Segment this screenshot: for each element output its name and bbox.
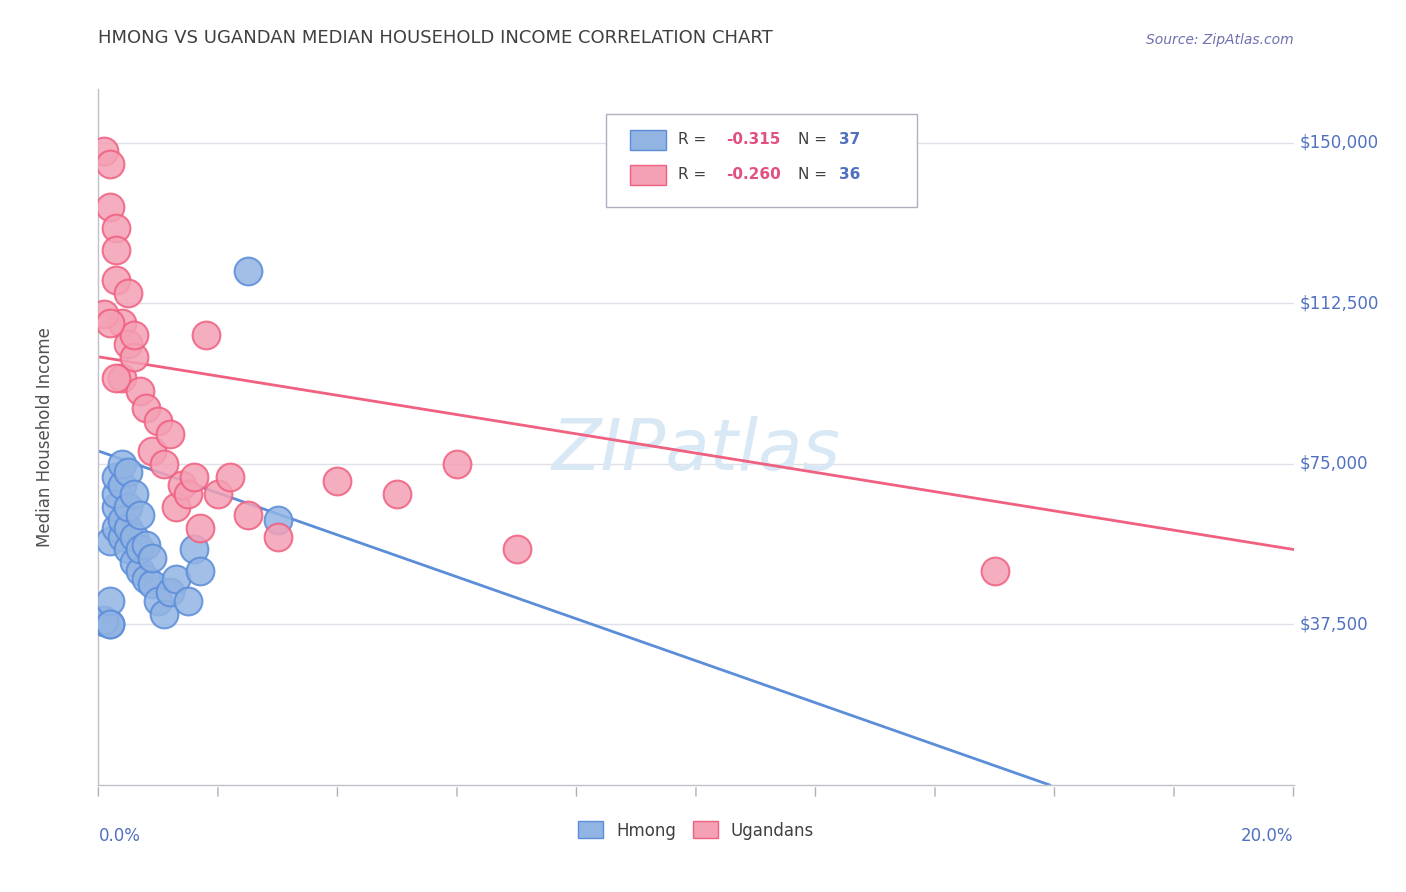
Point (506, 542, 529, 557)
Point (177, 594, 200, 608)
Point (148, 414, 170, 428)
Point (188, 521, 211, 535)
Point (984, 564, 1007, 578)
Point (98, 316, 122, 330)
Point (236, 508, 259, 523)
Point (267, 512, 290, 526)
Point (195, 328, 218, 343)
Text: N =: N = (797, 133, 831, 147)
Text: $112,500: $112,500 (1299, 294, 1379, 312)
Point (141, 576, 163, 591)
Point (111, 371, 134, 385)
Text: 37: 37 (839, 133, 860, 147)
FancyBboxPatch shape (630, 130, 666, 150)
Point (111, 478, 134, 492)
Point (124, 530, 146, 544)
Text: HMONG VS UGANDAN MEDIAN HOUSEHOLD INCOME CORRELATION CHART: HMONG VS UGANDAN MEDIAN HOUSEHOLD INCOME… (98, 29, 773, 47)
Text: N =: N = (797, 168, 831, 182)
Point (105, 487, 128, 501)
Point (135, 573, 157, 587)
Point (135, 401, 157, 416)
Point (141, 551, 163, 566)
Point (129, 508, 152, 523)
Point (93, 307, 115, 321)
Point (117, 285, 139, 300)
Point (105, 221, 128, 235)
Point (177, 487, 200, 501)
Point (183, 542, 205, 557)
Point (129, 564, 152, 578)
Point (165, 573, 187, 587)
Point (188, 564, 211, 578)
Text: Source: ZipAtlas.com: Source: ZipAtlas.com (1146, 34, 1294, 47)
FancyBboxPatch shape (606, 113, 917, 208)
Point (93, 613, 115, 627)
Point (135, 538, 157, 552)
Text: $37,500: $37,500 (1299, 615, 1368, 633)
Point (105, 521, 128, 535)
Point (98, 533, 122, 548)
Point (105, 469, 128, 483)
Point (159, 585, 181, 599)
Text: ZIPatlas: ZIPatlas (551, 417, 841, 485)
Point (98, 594, 122, 608)
Point (98, 617, 122, 632)
Point (117, 542, 139, 557)
FancyBboxPatch shape (630, 165, 666, 185)
Text: Median Household Income: Median Household Income (35, 327, 53, 547)
Point (124, 350, 146, 364)
Point (236, 264, 259, 278)
Point (93, 145, 115, 159)
Text: R =: R = (678, 168, 711, 182)
Point (117, 466, 139, 480)
Point (111, 457, 134, 471)
Text: R =: R = (678, 133, 711, 147)
Point (105, 243, 128, 257)
Point (172, 478, 194, 492)
Point (98, 200, 122, 214)
Point (153, 457, 176, 471)
Text: 20.0%: 20.0% (1241, 827, 1294, 845)
Point (111, 512, 134, 526)
Point (141, 444, 163, 458)
Point (124, 555, 146, 569)
Text: -0.260: -0.260 (725, 168, 780, 182)
Point (93, 615, 115, 630)
Point (111, 530, 134, 544)
Point (148, 594, 170, 608)
Point (446, 457, 468, 471)
Point (111, 316, 134, 330)
Point (105, 371, 128, 385)
Point (105, 500, 128, 514)
Point (219, 469, 242, 483)
Point (129, 542, 152, 557)
Text: -0.315: -0.315 (725, 133, 780, 147)
Point (129, 384, 152, 398)
Point (385, 487, 409, 501)
Point (124, 328, 146, 343)
Point (165, 500, 187, 514)
Legend: Hmong, Ugandans: Hmong, Ugandans (571, 814, 821, 847)
Text: $150,000: $150,000 (1299, 134, 1379, 152)
Point (267, 530, 290, 544)
Point (159, 426, 181, 441)
Point (153, 607, 176, 621)
Point (98, 157, 122, 171)
Text: 0.0%: 0.0% (98, 827, 141, 845)
Point (326, 474, 349, 488)
Point (124, 487, 146, 501)
Point (105, 273, 128, 287)
Text: 36: 36 (839, 168, 860, 182)
Point (207, 487, 229, 501)
Text: $75,000: $75,000 (1299, 455, 1368, 473)
Point (117, 521, 139, 535)
Point (98, 617, 122, 632)
Point (117, 500, 139, 514)
Point (183, 469, 205, 483)
Point (117, 337, 139, 351)
